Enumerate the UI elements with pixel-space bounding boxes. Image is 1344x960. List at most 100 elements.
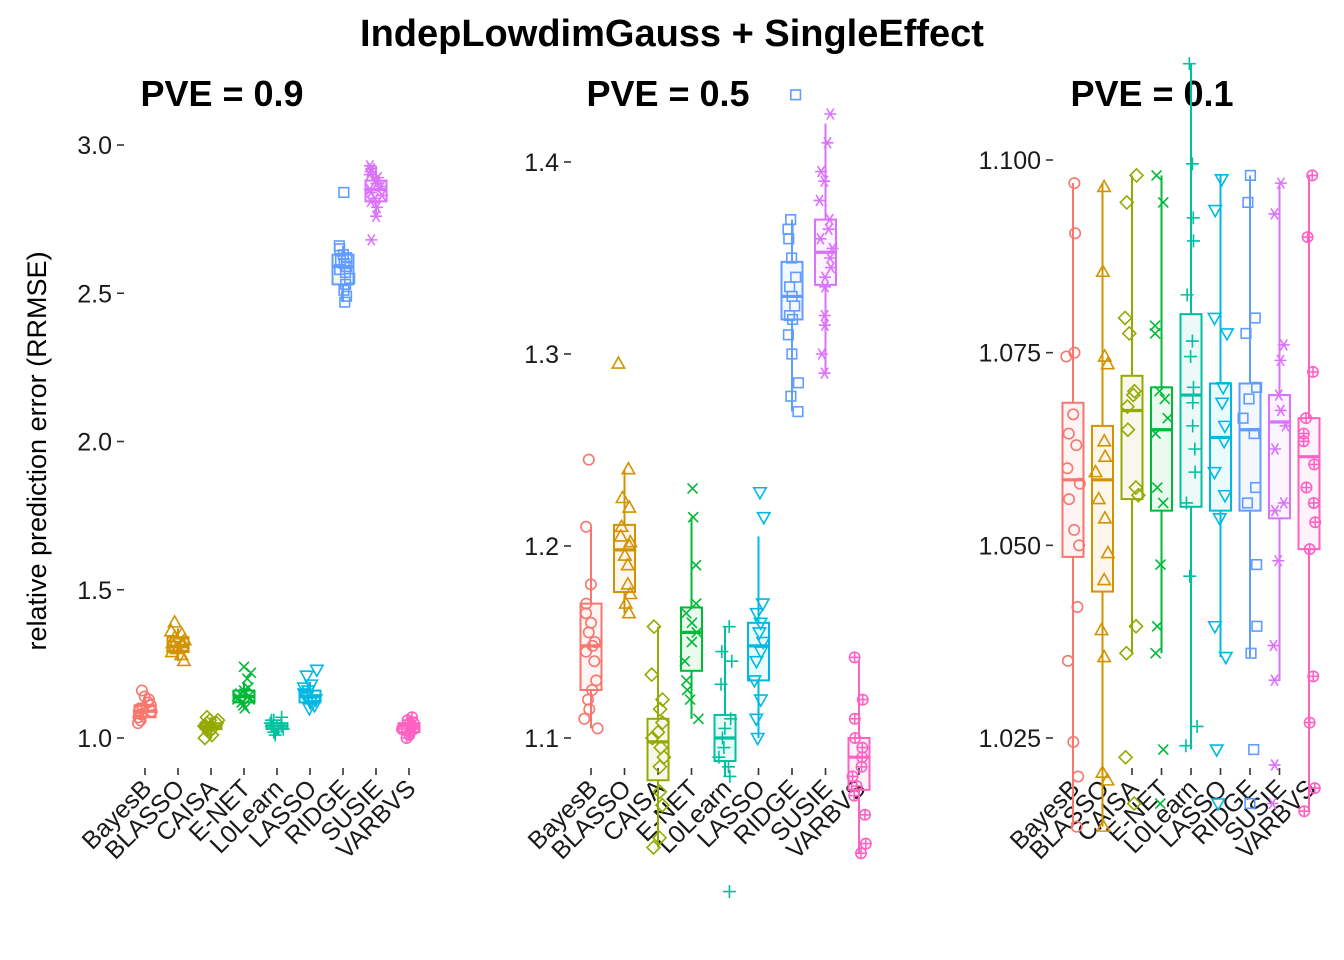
data-point: [267, 713, 281, 727]
data-point: [621, 537, 637, 552]
box-l0learn: [263, 710, 290, 742]
data-point: [859, 837, 872, 850]
data-point: [784, 281, 796, 293]
box-caisa: [196, 709, 226, 746]
data-point: [818, 367, 831, 380]
panel-title: PVE = 0.5: [586, 73, 749, 114]
data-point: [1209, 744, 1225, 758]
data-point: [588, 655, 601, 668]
panel-2: PVE = 0.51.11.21.31.4BayesBBLASSOCAISAE-…: [523, 73, 872, 899]
data-point: [1251, 381, 1263, 393]
data-point: [621, 499, 637, 513]
data-point: [299, 670, 315, 684]
data-point: [686, 617, 698, 629]
data-point: [1309, 516, 1322, 529]
data-point: [858, 808, 871, 821]
data-point: [1249, 312, 1261, 324]
data-point: [652, 701, 668, 717]
data-point: [1068, 177, 1081, 190]
data-point: [1070, 439, 1083, 452]
data-point: [135, 684, 148, 697]
data-point: [580, 597, 593, 610]
data-point: [1214, 173, 1230, 188]
data-point: [1121, 325, 1137, 342]
data-point: [690, 559, 702, 571]
data-point: [406, 711, 419, 724]
data-point: [785, 390, 797, 402]
data-point: [815, 165, 828, 178]
data-point: [1207, 620, 1223, 635]
data-point: [618, 595, 634, 609]
data-point: [134, 714, 147, 727]
data-point: [785, 214, 797, 226]
data-point: [1063, 493, 1076, 506]
box-bayesb: [1060, 177, 1086, 833]
data-point: [826, 242, 839, 255]
box-body: [1238, 382, 1262, 512]
data-point: [749, 607, 765, 622]
data-point: [653, 739, 669, 756]
data-point: [1217, 489, 1233, 504]
data-point: [1117, 749, 1134, 765]
data-point: [687, 511, 699, 523]
box-caisa: [1117, 167, 1147, 812]
data-point: [620, 557, 636, 571]
data-point: [334, 255, 347, 267]
data-point: [1067, 735, 1080, 748]
data-point: [1120, 422, 1136, 438]
data-point: [365, 233, 378, 246]
box-ridge: [331, 186, 356, 308]
data-point: [1096, 571, 1112, 586]
box-e-net: [1149, 169, 1174, 810]
data-point: [645, 839, 662, 856]
data-point: [1096, 178, 1112, 193]
data-point: [588, 635, 601, 648]
y-tick-label: 1.3: [524, 341, 559, 369]
data-point: [1183, 569, 1197, 583]
data-point: [848, 789, 861, 802]
data-point: [722, 885, 736, 899]
data-point: [1237, 412, 1249, 424]
data-point: [585, 616, 598, 629]
data-point: [679, 655, 691, 667]
data-point: [578, 712, 591, 725]
data-point: [652, 784, 668, 800]
data-point: [1087, 463, 1104, 478]
box-blasso: [1087, 178, 1116, 832]
data-point: [1073, 539, 1086, 552]
y-tick-label: 2.5: [77, 280, 112, 308]
y-tick-label: 1.2: [524, 533, 559, 561]
box-varbvs: [396, 711, 421, 744]
data-point: [621, 605, 637, 619]
data-point: [1068, 523, 1081, 536]
data-point: [1248, 427, 1260, 440]
data-point: [1154, 559, 1167, 571]
data-point: [821, 136, 834, 149]
data-point: [1244, 797, 1256, 810]
data-point: [819, 271, 832, 284]
box-e-net: [679, 482, 704, 725]
data-point: [308, 694, 324, 708]
data-point: [680, 674, 692, 686]
data-point: [715, 645, 729, 659]
data-point: [1303, 716, 1316, 729]
data-point: [144, 699, 157, 712]
data-point: [613, 528, 629, 542]
data-point: [1159, 393, 1171, 405]
data-point: [1303, 543, 1316, 556]
data-point: [163, 623, 179, 637]
data-point: [725, 654, 739, 668]
data-point: [1117, 310, 1133, 326]
data-point: [822, 223, 835, 236]
data-point: [1274, 354, 1287, 367]
data-point: [1184, 350, 1198, 364]
data-point: [813, 194, 826, 207]
data-point: [715, 731, 729, 745]
data-point: [1099, 772, 1115, 786]
data-point: [651, 830, 668, 846]
data-point: [1268, 674, 1281, 687]
y-tick-label: 1.050: [978, 532, 1041, 560]
data-point: [753, 694, 769, 708]
data-point: [1300, 481, 1313, 494]
data-point: [848, 651, 861, 664]
